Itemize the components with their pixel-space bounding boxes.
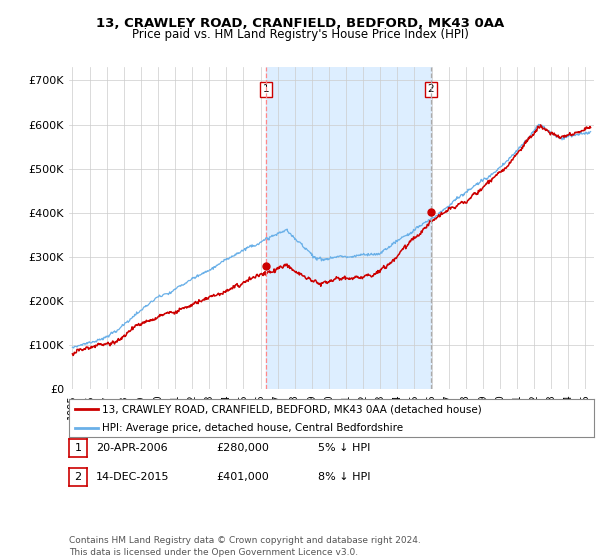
Text: 2: 2 <box>427 84 434 94</box>
Bar <box>266 67 431 389</box>
Text: £401,000: £401,000 <box>216 472 269 482</box>
Text: 5% ↓ HPI: 5% ↓ HPI <box>318 443 370 453</box>
Text: 20-APR-2006: 20-APR-2006 <box>96 443 167 453</box>
Text: 1: 1 <box>262 84 269 94</box>
Text: Price paid vs. HM Land Registry's House Price Index (HPI): Price paid vs. HM Land Registry's House … <box>131 28 469 41</box>
Text: 13, CRAWLEY ROAD, CRANFIELD, BEDFORD, MK43 0AA (detached house): 13, CRAWLEY ROAD, CRANFIELD, BEDFORD, MK… <box>102 404 482 414</box>
Text: 2: 2 <box>74 472 82 482</box>
Text: 14-DEC-2015: 14-DEC-2015 <box>96 472 170 482</box>
Text: £280,000: £280,000 <box>216 443 269 453</box>
Text: HPI: Average price, detached house, Central Bedfordshire: HPI: Average price, detached house, Cent… <box>102 423 403 433</box>
Text: 8% ↓ HPI: 8% ↓ HPI <box>318 472 371 482</box>
Text: Contains HM Land Registry data © Crown copyright and database right 2024.
This d: Contains HM Land Registry data © Crown c… <box>69 536 421 557</box>
Text: 13, CRAWLEY ROAD, CRANFIELD, BEDFORD, MK43 0AA: 13, CRAWLEY ROAD, CRANFIELD, BEDFORD, MK… <box>96 17 504 30</box>
Text: 1: 1 <box>74 443 82 453</box>
